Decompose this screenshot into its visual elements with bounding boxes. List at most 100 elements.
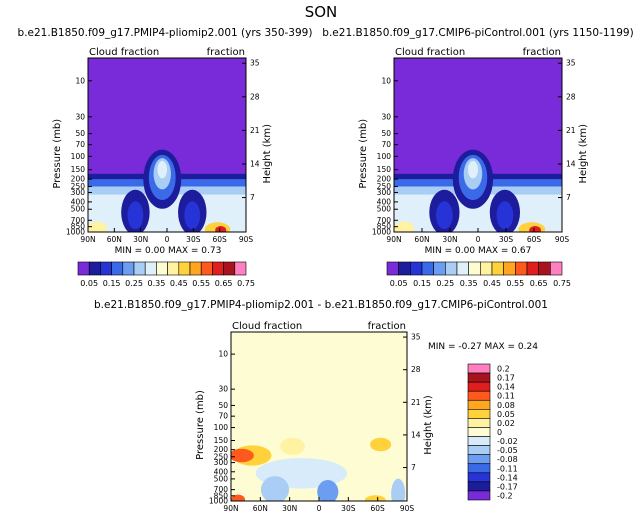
min-max-label: MIN = 0.00 MAX = 0.67 <box>425 246 532 256</box>
colorbar-swatch <box>467 481 491 492</box>
x-tick-label: 30N <box>442 235 457 244</box>
x-tick-label: 90N <box>223 504 238 513</box>
x-tick-label: 0 <box>165 235 170 244</box>
x-tick-label: 90S <box>239 235 254 244</box>
colorbar-label: -0.05 <box>497 446 518 455</box>
colorbar-label: 0.75 <box>237 279 255 288</box>
colorbar-label: 0.65 <box>215 279 233 288</box>
colorbar-label: -0.2 <box>497 491 513 500</box>
y-tick-label: 850 <box>214 491 229 500</box>
colorbar-label: 0.05 <box>80 279 98 288</box>
colorbar-swatch <box>467 381 491 392</box>
colorbar-swatch <box>467 399 491 410</box>
colorbar-swatch <box>410 261 423 276</box>
x-tick-label: 60S <box>213 235 228 244</box>
contour-field <box>231 437 406 501</box>
colorbar-swatch <box>467 490 491 501</box>
colorbar-label: 0.05 <box>497 410 515 419</box>
y-tick-label: 70 <box>75 140 85 149</box>
colorbar-label: 0.05 <box>390 279 408 288</box>
colorbar-label: 0.25 <box>125 279 143 288</box>
y-right-tick-label: 35 <box>566 59 576 68</box>
colorbar-swatch <box>421 261 434 276</box>
y-tick-label: 700 <box>71 216 86 225</box>
y-tick-label: 150 <box>377 165 392 174</box>
x-tick-label: 60N <box>414 235 429 244</box>
contour-blob <box>280 437 305 455</box>
contour-blob <box>394 221 415 232</box>
y-right-tick-label: 14 <box>250 159 260 168</box>
y-right-tick-label: 28 <box>411 365 421 374</box>
y-tick-label: 30 <box>381 112 391 121</box>
colorbar-swatch <box>526 261 539 276</box>
top-left-label: Cloud fraction <box>232 321 302 332</box>
colorbar-label: 0.35 <box>147 279 165 288</box>
colorbar-label: 0.25 <box>436 279 454 288</box>
x-tick-label: 90N <box>386 235 401 244</box>
contour-blob <box>157 160 167 179</box>
colorbar-label: 0.14 <box>497 383 515 392</box>
x-tick-label: 30N <box>282 504 297 513</box>
colorbar-swatch <box>467 472 491 483</box>
y-axis-label: Pressure (mb) <box>195 390 206 460</box>
colorbar-swatch <box>223 261 236 276</box>
colorbar-swatch <box>200 261 213 276</box>
top-right-label: fraction <box>368 321 406 332</box>
contour-blob <box>467 160 478 179</box>
y-right-axis-label: Height (km) <box>578 124 589 184</box>
contour-field <box>88 149 246 232</box>
y-tick-label: 850 <box>71 222 86 231</box>
y-tick-label: 1000 <box>66 228 85 237</box>
contour-blob <box>127 201 144 230</box>
y-tick-label: 200 <box>214 445 229 454</box>
colorbar-label: 0.15 <box>103 279 121 288</box>
colorbar-swatch <box>156 261 168 276</box>
y-right-tick-label: 7 <box>566 193 571 202</box>
x-tick-label: 90S <box>400 504 415 513</box>
colorbar-swatch <box>144 261 157 276</box>
y-tick-label: 30 <box>75 112 85 121</box>
y-tick-label: 150 <box>214 436 229 445</box>
y-tick-label: 250 <box>377 182 392 191</box>
y-tick-label: 300 <box>71 188 86 197</box>
contour-blob <box>436 201 453 230</box>
y-tick-label: 400 <box>71 197 86 206</box>
y-tick-label: 100 <box>214 423 229 432</box>
y-tick-label: 1000 <box>209 497 228 506</box>
y-tick-label: 700 <box>377 216 392 225</box>
x-tick-label: 90S <box>555 235 570 244</box>
colorbar-label: 0.75 <box>553 279 571 288</box>
y-tick-label: 250 <box>214 452 229 461</box>
colorbar-label: 0.45 <box>170 279 188 288</box>
y-tick-label: 250 <box>71 182 86 191</box>
colorbar-label: -0.08 <box>497 455 518 464</box>
colorbar-label: 0.08 <box>497 401 515 410</box>
y-right-axis-label: Height (km) <box>423 395 434 455</box>
panel-title: b.e21.B1850.f09_g17.PMIP4-pliomip2.001 (… <box>18 27 313 39</box>
y-tick-label: 200 <box>377 175 392 184</box>
contour-blob <box>496 201 514 230</box>
colorbar-label: 0.65 <box>530 279 548 288</box>
y-tick-label: 100 <box>377 152 392 161</box>
top-left-label: Cloud fraction <box>395 47 465 58</box>
y-right-tick-label: 21 <box>566 126 576 135</box>
contour-blob <box>317 479 339 501</box>
y-tick-label: 500 <box>71 205 86 214</box>
colorbar-swatch <box>100 261 112 276</box>
y-tick-label: 850 <box>377 222 392 231</box>
colorbar-swatch <box>77 261 90 276</box>
panel-title: b.e21.B1850.f09_g17.CMIP6-piControl.001 … <box>322 27 633 39</box>
contour-blob <box>364 495 386 501</box>
colorbar-swatch <box>467 436 491 446</box>
y-tick-label: 300 <box>377 188 392 197</box>
y-axis-label: Pressure (mb) <box>358 119 369 189</box>
colorbar-swatch <box>386 261 399 276</box>
colorbar-swatch <box>467 390 491 401</box>
y-tick-label: 100 <box>71 152 86 161</box>
colorbar-label: 0.45 <box>483 279 501 288</box>
y-tick-label: 700 <box>214 485 229 494</box>
page-title: SON <box>305 3 338 21</box>
contour-blob <box>391 478 406 501</box>
y-tick-label: 1000 <box>372 228 391 237</box>
